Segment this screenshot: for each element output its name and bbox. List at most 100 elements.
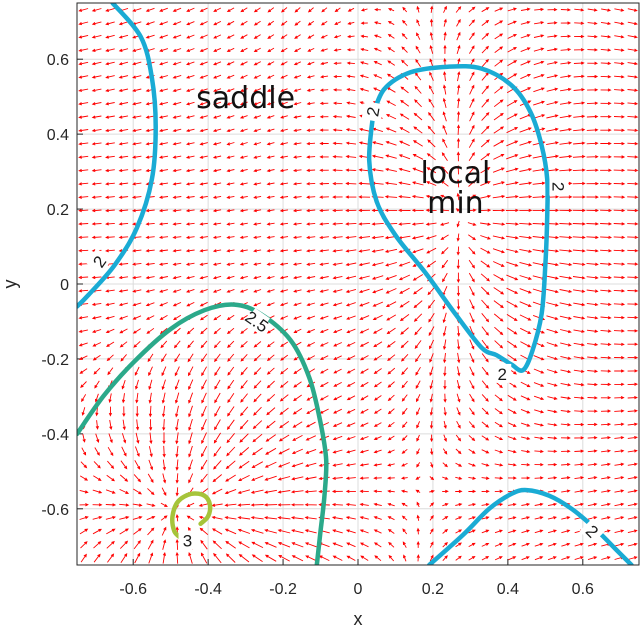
gradient-arrow — [443, 352, 447, 364]
gradient-arrow — [146, 503, 156, 507]
gradient-arrow — [161, 366, 167, 377]
gradient-arrow — [277, 529, 291, 534]
gradient-arrow — [359, 315, 370, 320]
contour-level-label: 2 — [548, 182, 567, 191]
gradient-arrow — [414, 326, 422, 336]
gradient-arrow — [468, 529, 476, 534]
gradient-arrow — [158, 209, 169, 213]
gradient-arrow — [519, 195, 533, 199]
gradient-arrow — [253, 209, 262, 213]
gradient-arrow — [384, 181, 398, 185]
gradient-arrow — [145, 7, 155, 12]
gradient-arrow — [118, 222, 129, 226]
gradient-arrow — [78, 21, 89, 26]
gradient-arrow — [145, 289, 155, 293]
gradient-arrow — [211, 503, 223, 507]
gradient-arrow — [332, 114, 343, 119]
gradient-arrow — [266, 276, 275, 280]
gradient-arrow — [226, 115, 235, 119]
gradient-arrow — [253, 195, 262, 199]
gradient-arrow — [586, 302, 599, 307]
gradient-arrow — [345, 262, 357, 267]
gradient-arrow — [212, 540, 222, 550]
gradient-arrow — [600, 155, 612, 159]
gradient-arrow — [547, 396, 558, 400]
gradient-arrow — [614, 48, 625, 52]
gradient-arrow — [158, 262, 168, 266]
gradient-arrow — [359, 463, 369, 467]
gradient-arrow — [279, 235, 289, 239]
gradient-arrow — [161, 405, 166, 418]
gradient-arrow — [213, 340, 221, 349]
gradient-arrow — [158, 155, 169, 159]
gradient-arrow — [277, 490, 291, 494]
gradient-arrow — [600, 61, 612, 66]
gradient-arrow — [147, 473, 154, 483]
gradient-arrow — [455, 208, 461, 213]
gradient-arrow — [264, 489, 277, 494]
gradient-arrow — [91, 302, 102, 307]
gradient-arrow — [185, 209, 195, 213]
gradient-arrow — [520, 381, 531, 388]
gradient-arrow — [507, 60, 518, 67]
gradient-arrow — [416, 434, 420, 442]
gradient-arrow — [586, 329, 599, 333]
gradient-arrow — [319, 195, 329, 199]
gradient-arrow — [107, 367, 114, 376]
gradient-arrow — [148, 392, 152, 404]
gradient-arrow — [290, 516, 304, 520]
gradient-arrow — [481, 449, 490, 454]
gradient-arrow — [294, 7, 301, 13]
y-tick-label: -0.4 — [41, 427, 69, 444]
gradient-arrow — [468, 448, 476, 454]
gradient-arrow — [481, 85, 490, 95]
gradient-arrow — [319, 262, 329, 266]
gradient-arrow — [158, 115, 168, 119]
gradient-arrow — [442, 462, 448, 468]
gradient-arrow — [494, 408, 503, 415]
gradient-arrow — [132, 155, 142, 159]
gradient-arrow — [547, 476, 558, 480]
gradient-arrow — [199, 88, 208, 92]
gradient-arrow — [399, 140, 410, 147]
gradient-arrow — [614, 502, 625, 507]
gradient-arrow — [427, 139, 436, 148]
gradient-arrow — [91, 195, 102, 199]
gradient-arrow — [520, 408, 531, 414]
gradient-arrow — [306, 249, 316, 253]
gradient-arrow — [240, 88, 248, 92]
gradient-arrow — [239, 235, 248, 239]
gradient-arrow — [345, 302, 356, 307]
gradient-arrow — [573, 316, 586, 320]
gradient-arrow — [346, 74, 356, 78]
gradient-arrow — [387, 7, 395, 12]
gradient-arrow — [443, 380, 447, 390]
gradient-arrow — [494, 421, 503, 428]
gradient-arrow — [429, 476, 435, 481]
gradient-arrow — [174, 392, 180, 404]
gradient-arrow — [239, 419, 249, 430]
gradient-arrow — [78, 275, 89, 280]
gradient-arrow — [481, 98, 490, 108]
gradient-arrow — [290, 490, 304, 494]
gradient-arrow — [80, 541, 88, 549]
gradient-arrow — [253, 155, 262, 159]
gradient-arrow — [199, 235, 208, 239]
gradient-arrow — [251, 541, 264, 549]
gradient-arrow — [429, 18, 434, 27]
gradient-arrow — [560, 87, 572, 92]
x-tick-label: 0 — [354, 581, 363, 598]
gradient-arrow — [305, 555, 317, 562]
gradient-arrow — [494, 556, 503, 561]
gradient-arrow — [614, 409, 625, 413]
gradient-arrow — [415, 366, 421, 376]
gradient-arrow — [319, 115, 329, 119]
gradient-arrow — [251, 461, 264, 468]
gradient-arrow — [546, 154, 560, 159]
gradient-arrow — [132, 328, 141, 334]
gradient-arrow — [93, 367, 101, 375]
gradient-arrow — [560, 8, 571, 12]
gradient-arrow — [387, 502, 395, 507]
gradient-arrow — [91, 8, 102, 12]
gradient-arrow — [321, 7, 328, 13]
